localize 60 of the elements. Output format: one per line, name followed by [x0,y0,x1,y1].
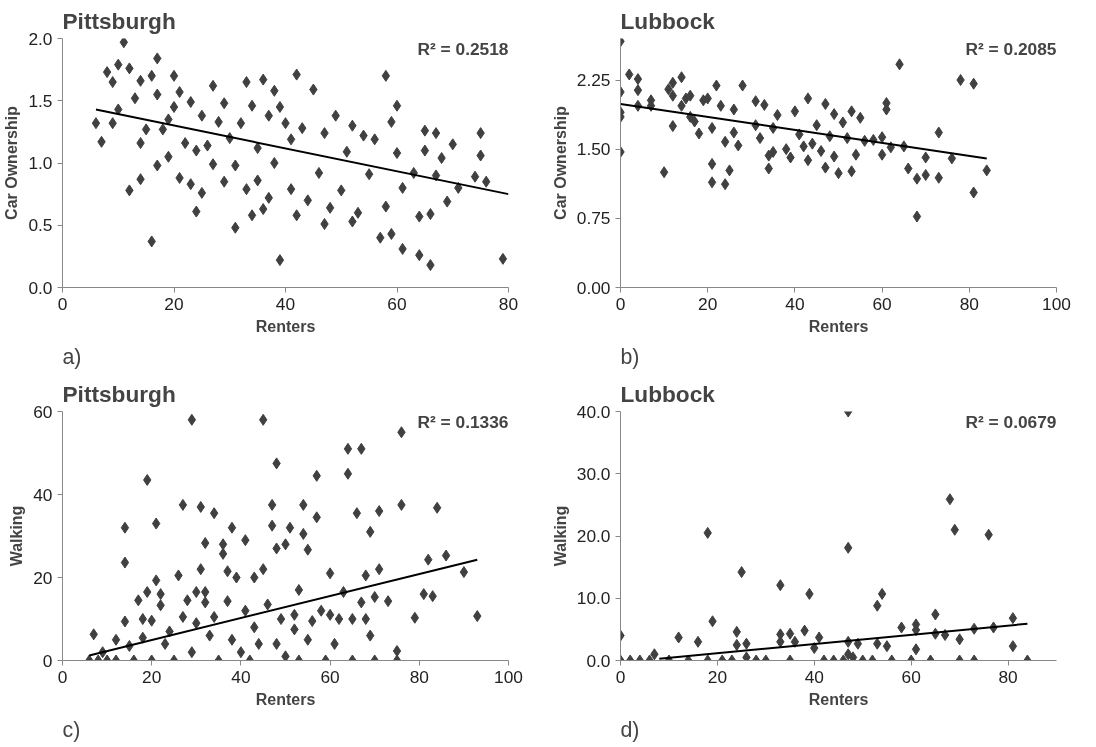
x-axis-title: Renters [808,690,869,708]
y-axis-title: Car Ownership [551,105,569,220]
x-tick-label: 0 [57,666,68,687]
x-tick-label: 20 [164,293,184,314]
annotation: R² = 0.2518 [417,38,509,59]
x-tick-label: 40 [804,666,824,687]
y-tick-label: 2.0 [28,28,53,49]
y-tick-label: 40 [33,484,53,505]
text: d) [620,717,640,742]
x-tick-label: 20 [707,666,728,687]
x-tick-label: 0 [615,666,626,687]
chart-title: Lubbock [620,380,716,407]
y-tick-label: 1.0 [28,153,53,173]
x-tick-label: 0 [57,293,68,314]
y-tick-label: 2.25 [576,70,611,90]
x-tick-label: 60 [901,666,921,687]
text: a) [62,344,82,369]
x-axis-title: Renters [255,317,316,335]
y-tick-label: 20.0 [576,526,611,546]
x-tick-label: 80 [959,293,979,314]
y-axis-title: Walking [8,505,26,567]
chart-title: Pittsburgh [62,7,176,34]
y-tick-label: 10.0 [576,588,611,609]
y-tick-label: 0.75 [576,208,611,229]
x-tick-label: 20 [142,666,162,687]
chart-title: Pittsburgh [62,380,176,407]
x-axis-title: Renters [808,317,869,335]
y-tick-label: 0.0 [586,650,611,671]
x-tick-label: 60 [320,666,340,687]
x-tick-label: 60 [387,293,407,314]
chart-title: Lubbock [620,7,716,34]
y-tick-label: 0.5 [28,215,53,236]
y-tick-label: 20 [33,567,53,588]
y-tick-label: 0.0 [28,277,53,298]
y-tick-label: 0.00 [576,277,611,298]
y-tick-label: 0 [42,650,53,671]
x-tick-label: 60 [872,293,892,314]
x-tick-label: 40 [785,293,805,314]
y-tick-label: 1.5 [28,90,53,111]
x-tick-label: 40 [231,666,251,687]
x-tick-label: 20 [698,293,718,314]
y-tick-label: 30.0 [576,463,611,484]
y-tick-label: 1.50 [576,139,611,160]
x-tick-label: 80 [409,666,429,687]
x-tick-label: 80 [998,666,1018,687]
x-tick-label: 0 [615,293,626,314]
y-axis-title: Walking [551,505,569,567]
y-tick-label: 40.0 [576,401,611,422]
x-axis-title: Renters [255,690,316,708]
x-tick-label: 100 [494,666,523,687]
annotation: R² = 0.0679 [965,411,1057,432]
text: b) [620,344,640,369]
x-tick-label: 100 [1042,293,1071,314]
x-tick-label: 40 [275,293,296,314]
annotation: R² = 0.1336 [417,411,509,432]
y-axis-title: Car Ownership [3,105,21,220]
annotation: R² = 0.2085 [965,38,1057,59]
text: c) [62,717,81,742]
x-tick-label: 80 [498,293,519,314]
y-tick-label: 60 [33,401,53,422]
